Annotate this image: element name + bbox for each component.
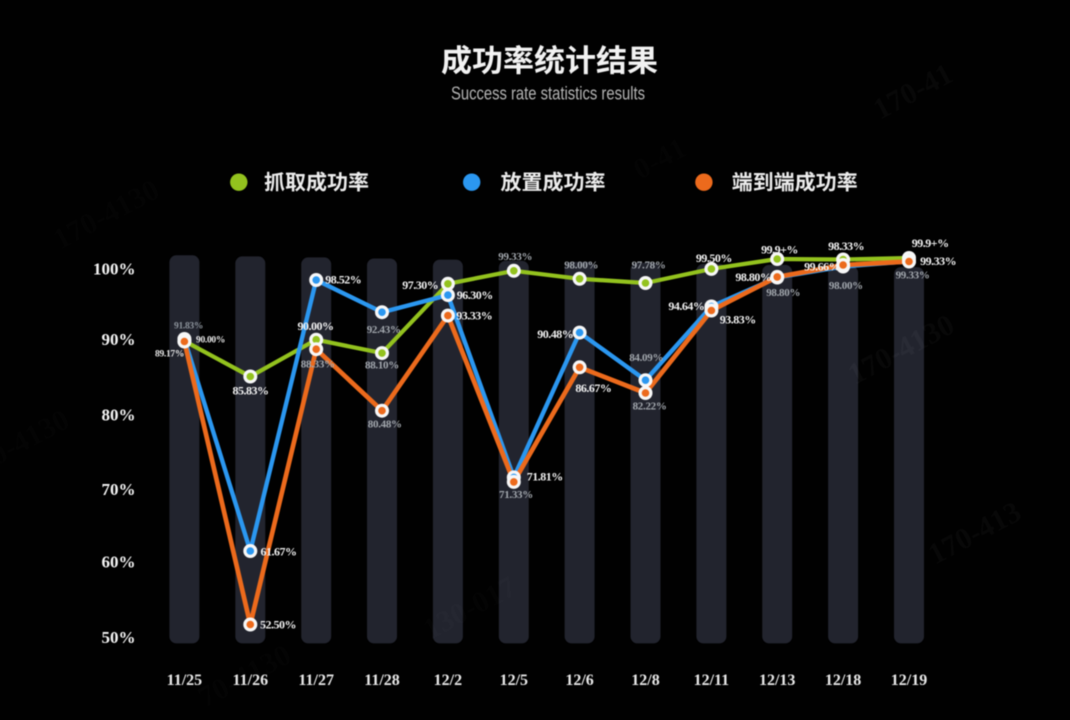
svg-text:12/19: 12/19 <box>891 672 927 689</box>
svg-text:90.00%: 90.00% <box>196 336 225 346</box>
svg-text:90.00%: 90.00% <box>298 319 334 333</box>
svg-text:92.43%: 92.43% <box>367 324 401 336</box>
svg-text:99.50%: 99.50% <box>696 251 732 265</box>
svg-text:88.33%: 88.33% <box>301 359 335 371</box>
svg-text:99.33%: 99.33% <box>920 254 956 268</box>
svg-text:89.17%: 89.17% <box>155 349 184 359</box>
svg-text:98.00%: 98.00% <box>829 280 863 292</box>
svg-text:11/25: 11/25 <box>167 672 203 689</box>
svg-text:12/11: 12/11 <box>694 672 730 689</box>
svg-text:60%: 60% <box>102 553 136 572</box>
svg-text:90.48%: 90.48% <box>537 327 573 341</box>
svg-text:99.33%: 99.33% <box>498 251 532 263</box>
svg-text:12/5: 12/5 <box>500 672 528 689</box>
svg-text:84.09%: 84.09% <box>629 352 663 364</box>
svg-text:82.22%: 82.22% <box>633 401 667 413</box>
svg-text:Success rate statistics result: Success rate statistics results <box>451 83 645 104</box>
svg-text:11/28: 11/28 <box>364 672 400 689</box>
svg-text:12/6: 12/6 <box>565 672 593 689</box>
svg-text:86.67%: 86.67% <box>575 381 611 395</box>
svg-text:11/26: 11/26 <box>233 672 269 689</box>
svg-text:50%: 50% <box>102 628 136 647</box>
svg-text:12/18: 12/18 <box>825 672 861 689</box>
svg-text:0-41: 0-41 <box>628 131 692 186</box>
svg-text:170-4130: 170-4130 <box>0 403 75 486</box>
svg-text:12/13: 12/13 <box>759 672 795 689</box>
svg-text:70%: 70% <box>102 480 136 499</box>
svg-text:98.52%: 98.52% <box>325 273 361 287</box>
svg-text:96.30%: 96.30% <box>457 288 493 302</box>
svg-text:90%: 90% <box>102 330 136 349</box>
svg-text:80.48%: 80.48% <box>368 419 402 431</box>
svg-text:85.83%: 85.83% <box>233 384 269 398</box>
svg-text:12/8: 12/8 <box>631 672 659 689</box>
svg-text:97.30%: 97.30% <box>402 278 438 292</box>
svg-text:99.9+%: 99.9+% <box>912 236 949 250</box>
svg-text:98.80%: 98.80% <box>766 287 800 299</box>
svg-text:93.83%: 93.83% <box>720 313 756 327</box>
svg-text:98.33%: 98.33% <box>828 239 864 253</box>
svg-text:52.50%: 52.50% <box>260 618 296 632</box>
svg-text:97.78%: 97.78% <box>632 260 666 272</box>
svg-text:88.10%: 88.10% <box>365 360 399 372</box>
svg-text:99.66%: 99.66% <box>804 259 840 273</box>
svg-text:71.81%: 71.81% <box>527 470 563 484</box>
svg-text:170-4130: 170-4130 <box>48 173 165 256</box>
svg-text:99.33%: 99.33% <box>896 269 930 281</box>
svg-text:80%: 80% <box>102 406 136 425</box>
svg-text:93.33%: 93.33% <box>456 309 492 323</box>
svg-text:11/27: 11/27 <box>298 672 334 689</box>
svg-text:94.64%: 94.64% <box>668 299 704 313</box>
svg-text:71.33%: 71.33% <box>499 489 533 501</box>
svg-text:61.67%: 61.67% <box>261 545 297 559</box>
svg-text:99.9+%: 99.9+% <box>761 242 798 256</box>
svg-text:170-41: 170-41 <box>868 57 959 126</box>
svg-text:12/2: 12/2 <box>434 672 462 689</box>
svg-text:100%: 100% <box>93 259 136 278</box>
svg-text:91.83%: 91.83% <box>174 322 203 332</box>
svg-text:98.00%: 98.00% <box>564 260 598 272</box>
svg-text:98.80%: 98.80% <box>735 270 771 284</box>
svg-text:170-413: 170-413 <box>923 495 1027 571</box>
